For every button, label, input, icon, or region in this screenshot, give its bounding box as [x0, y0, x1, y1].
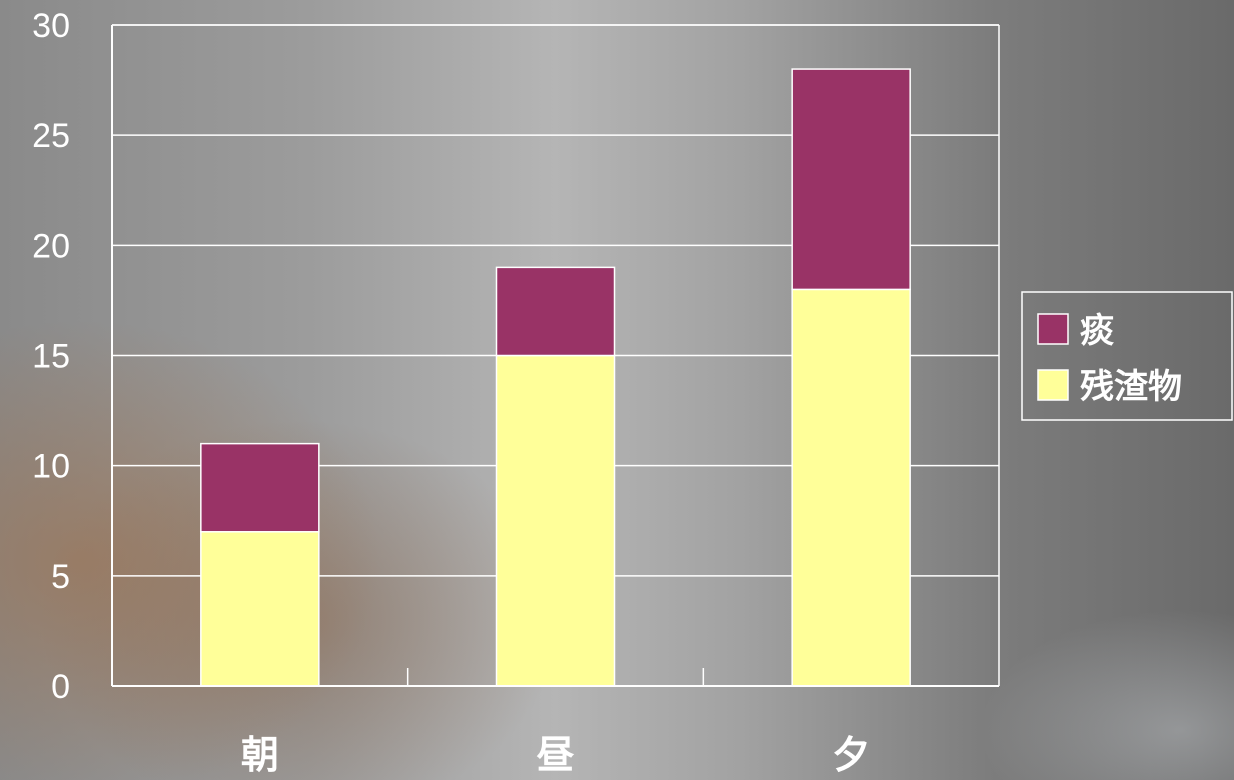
x-category-label: 夕 — [832, 733, 870, 777]
legend-box — [1021, 291, 1233, 421]
bar-segment — [200, 442, 320, 533]
y-tick-label: 30 — [32, 7, 70, 45]
y-tick-label: 5 — [51, 558, 70, 596]
bars — [200, 68, 911, 687]
bar-segment — [200, 531, 320, 687]
y-tick-label: 10 — [32, 448, 70, 486]
x-category-label: 朝 — [241, 733, 279, 777]
bar-segment — [791, 68, 911, 291]
bar-segment — [495, 354, 616, 687]
x-category-label: 昼 — [536, 733, 574, 777]
legend-swatch — [1037, 369, 1069, 401]
legend-label: 痰 — [1080, 311, 1114, 351]
legend-label: 残渣物 — [1080, 367, 1182, 407]
y-tick-label: 0 — [51, 668, 70, 706]
bar-segment — [791, 288, 911, 687]
y-tick-labels: 0 5 10 15 20 25 30 — [32, 7, 70, 706]
legend-swatch — [1037, 313, 1069, 345]
axes — [111, 24, 1000, 687]
x-category-labels: 朝昼夕 — [241, 733, 870, 777]
bar-segment — [495, 266, 616, 357]
y-tick-label: 20 — [32, 227, 70, 265]
y-tick-label: 25 — [32, 117, 70, 155]
y-tick-label: 15 — [32, 338, 70, 376]
